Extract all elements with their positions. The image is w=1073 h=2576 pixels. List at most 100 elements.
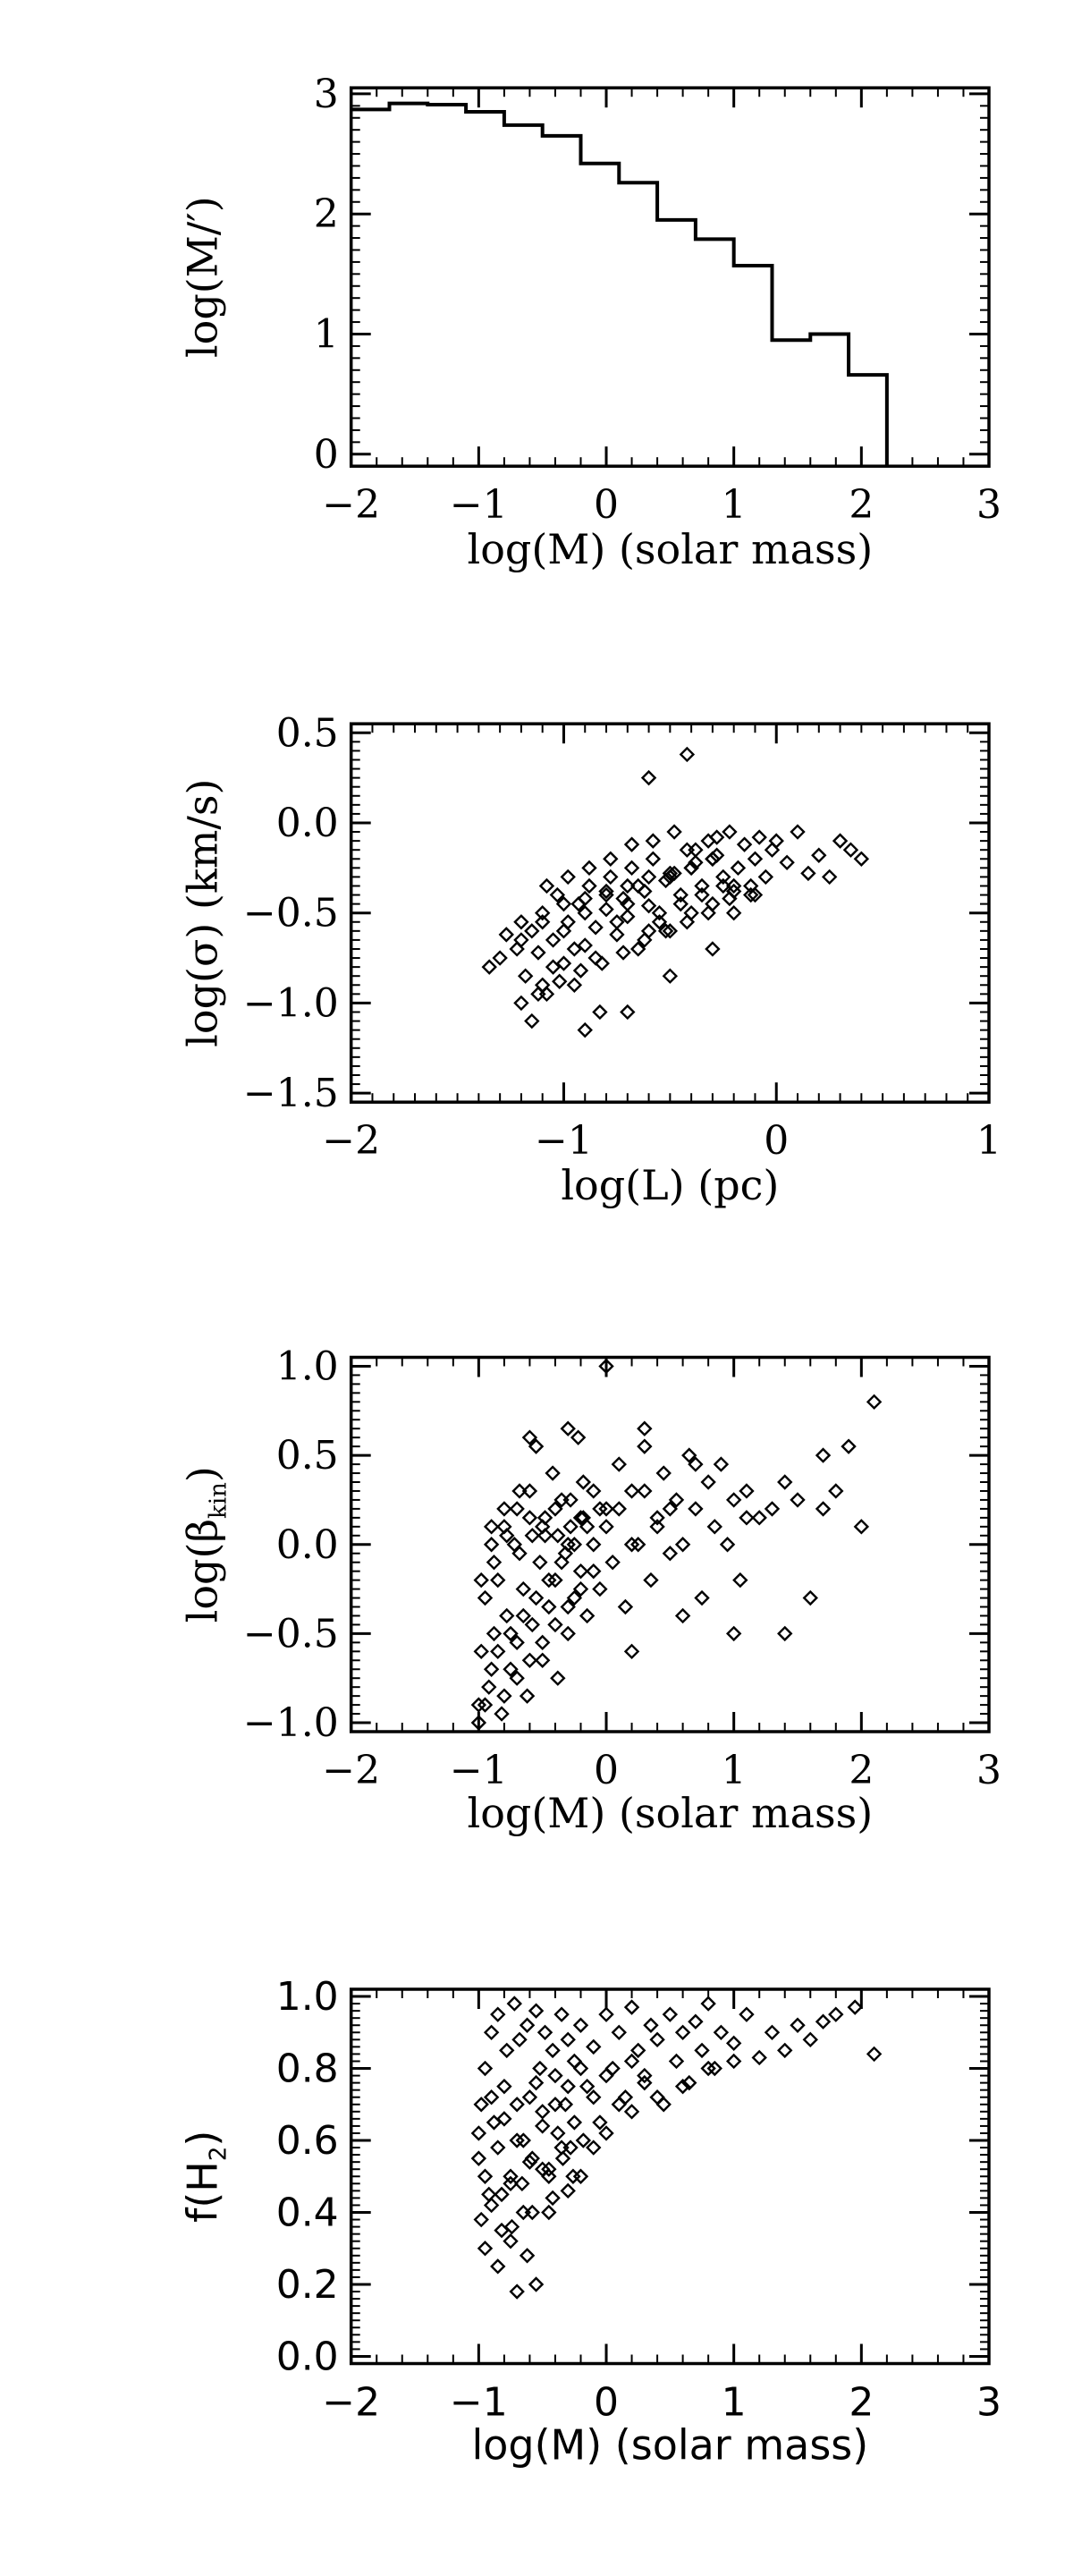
data-point xyxy=(572,1510,589,1526)
y-tick-label: −1.5 xyxy=(243,1071,339,1116)
data-point xyxy=(732,1572,748,1589)
data-point xyxy=(490,2258,506,2275)
data-point xyxy=(511,1546,528,1562)
data-point xyxy=(473,1643,489,1660)
data-point xyxy=(587,919,604,936)
data-point xyxy=(496,2111,512,2127)
data-point xyxy=(499,2042,515,2059)
data-point xyxy=(847,1999,863,2015)
data-point xyxy=(651,905,668,921)
data-point xyxy=(637,1483,653,1499)
data-point xyxy=(736,836,753,852)
x-tick-label: 1 xyxy=(722,2380,747,2426)
data-point xyxy=(490,2006,506,2022)
data-point xyxy=(672,886,689,903)
histogram-step-line xyxy=(351,101,889,467)
data-point xyxy=(550,1528,566,1544)
data-point xyxy=(503,1661,519,1677)
data-point xyxy=(598,2006,614,2022)
data-point xyxy=(532,1554,548,1571)
data-point xyxy=(483,2024,500,2040)
data-point xyxy=(715,877,731,894)
data-point xyxy=(811,847,827,863)
chart-panel-4: −2 −1 0 1 2 3 0.0 0.2 0.4 0.6 0.8 1.0 log(M) (solar … xyxy=(179,1974,1001,2469)
data-point xyxy=(483,1661,500,1677)
data-point xyxy=(473,1572,489,1589)
data-point xyxy=(604,1554,621,1571)
y-tick-label: 2 xyxy=(314,191,339,237)
data-point xyxy=(486,1625,503,1642)
data-point xyxy=(643,2017,659,2033)
data-point xyxy=(496,1688,512,1704)
data-point xyxy=(509,2284,525,2300)
y-tick-label: 3 xyxy=(314,72,339,117)
data-point xyxy=(521,1483,538,1499)
data-point xyxy=(481,2186,497,2203)
data-point xyxy=(802,2031,818,2048)
data-point xyxy=(481,1679,497,1695)
data-point xyxy=(700,905,716,921)
data-point xyxy=(777,1625,793,1642)
data-point xyxy=(515,1607,531,1624)
data-point xyxy=(629,2042,646,2059)
data-point xyxy=(694,1589,710,1606)
data-point xyxy=(555,923,572,939)
data-point xyxy=(623,860,640,877)
data-point xyxy=(688,1501,704,1517)
data-point xyxy=(503,2168,519,2184)
data-point xyxy=(679,914,696,930)
data-point xyxy=(486,1554,503,1571)
x-tick-label: 0 xyxy=(594,482,619,528)
data-point xyxy=(821,869,838,886)
data-point xyxy=(555,955,572,971)
data-point xyxy=(694,877,710,894)
data-point xyxy=(536,1510,553,1526)
data-point xyxy=(532,2060,548,2077)
y-tick-label: 0.5 xyxy=(276,710,339,756)
data-point xyxy=(477,2168,494,2184)
data-point xyxy=(609,914,625,930)
data-point xyxy=(545,959,562,975)
data-point xyxy=(751,2049,767,2066)
data-point xyxy=(560,1625,576,1642)
data-point xyxy=(524,1013,540,1030)
data-point xyxy=(547,1572,563,1589)
data-point xyxy=(649,1519,665,1535)
data-point xyxy=(666,824,682,840)
data-point xyxy=(577,1021,593,1038)
data-point xyxy=(620,895,636,912)
data-point xyxy=(513,914,529,930)
x-tick-label: −1 xyxy=(535,1118,593,1164)
data-point xyxy=(566,941,583,957)
data-point xyxy=(566,977,583,993)
y-axis-label-main: log(M/′) xyxy=(179,196,227,358)
data-point xyxy=(842,842,859,858)
y-tick-label: −0.5 xyxy=(243,891,339,936)
data-point xyxy=(649,2089,665,2106)
data-point xyxy=(572,2017,589,2033)
y-tick-label: 0.0 xyxy=(276,1522,339,1568)
data-point xyxy=(722,824,738,840)
data-point xyxy=(541,2204,557,2221)
data-point xyxy=(662,1501,679,1517)
data-point xyxy=(550,2125,566,2141)
data-point xyxy=(640,869,657,886)
data-point xyxy=(815,1447,832,1463)
x-tick-label: 3 xyxy=(976,1748,1001,1793)
data-point xyxy=(557,2097,574,2113)
data-point xyxy=(534,2104,551,2120)
data-point xyxy=(530,986,546,1003)
data-point xyxy=(611,2097,627,2113)
data-point xyxy=(473,2097,489,2113)
data-point xyxy=(747,851,764,867)
plot-frame xyxy=(349,1355,991,1733)
y-tick-label: 0 xyxy=(314,432,339,478)
data-point xyxy=(560,2182,576,2199)
data-point xyxy=(490,2140,506,2156)
data-point xyxy=(521,1429,538,1445)
y-axis-label-main: log(σ) (km/s) xyxy=(179,779,227,1047)
data-point xyxy=(841,1438,857,1454)
plot-frame xyxy=(349,722,991,1104)
data-point xyxy=(623,836,640,852)
x-axis-label: log(M) (solar mass) xyxy=(468,525,874,573)
